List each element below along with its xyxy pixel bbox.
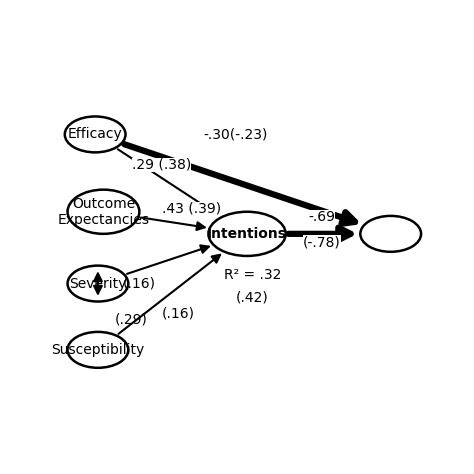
- Text: -.69: -.69: [308, 210, 335, 224]
- Text: Outcome
Expectancies: Outcome Expectancies: [57, 197, 149, 227]
- Text: Intentions: Intentions: [207, 227, 287, 241]
- Text: .29 (.38): .29 (.38): [132, 158, 191, 172]
- Text: (-.78): (-.78): [303, 235, 340, 249]
- Text: .43 (.39): .43 (.39): [162, 202, 221, 216]
- Text: (.16): (.16): [123, 276, 156, 291]
- Text: Efficacy: Efficacy: [68, 128, 123, 141]
- Text: -.30(-.23): -.30(-.23): [204, 128, 268, 141]
- Text: Severity: Severity: [69, 276, 127, 291]
- Text: (.16): (.16): [162, 307, 194, 321]
- Text: (.29): (.29): [115, 312, 147, 327]
- Text: Susceptibility: Susceptibility: [51, 343, 145, 357]
- Text: (.42): (.42): [236, 291, 269, 304]
- Text: R² = .32: R² = .32: [224, 268, 281, 283]
